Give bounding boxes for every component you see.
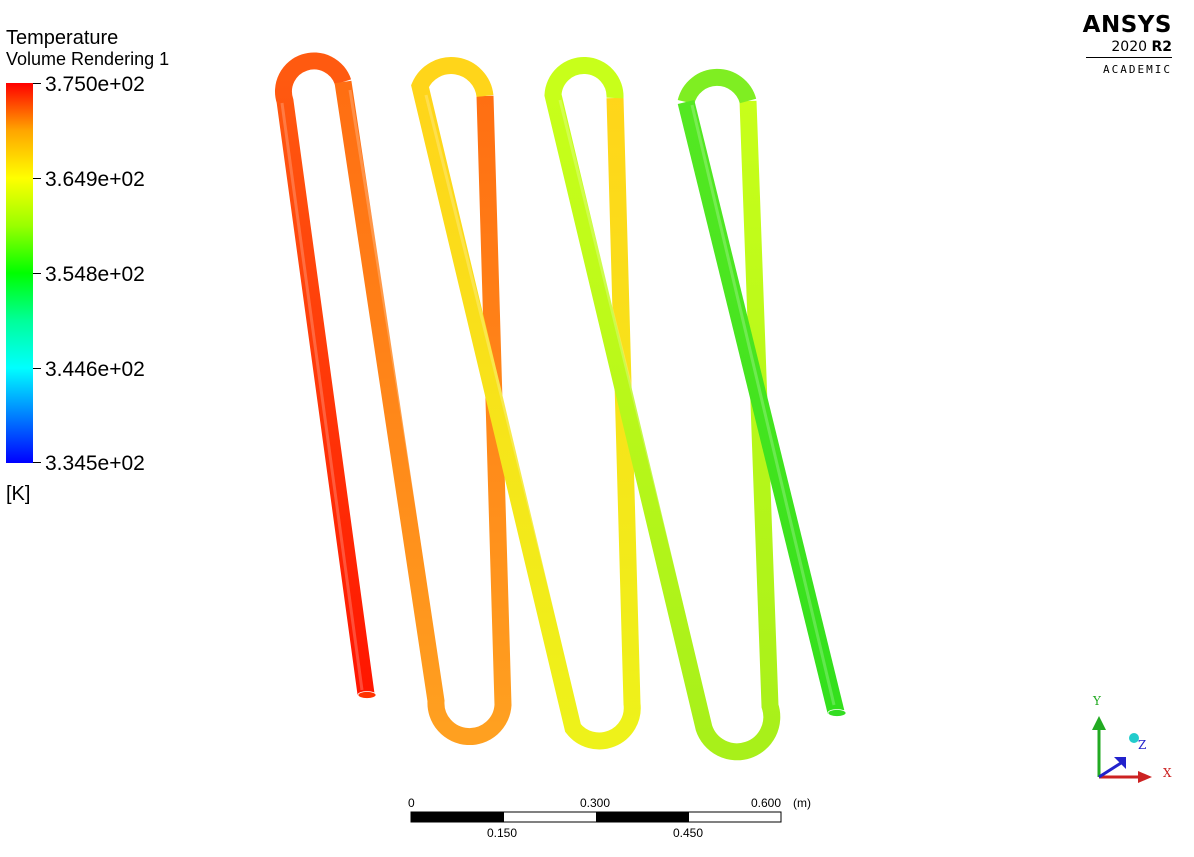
legend-tick [33,368,41,369]
color-bar [6,83,33,463]
legend-tick-label-max: 3.750e+02 [45,73,145,96]
legend-tick-label: 3.548e+02 [45,263,145,286]
legend-title: Temperature [6,27,119,49]
triad-z-label: Z [1138,738,1147,752]
legend-tick-label-min: 3.345e+02 [45,452,145,475]
legend-subtitle: Volume Rendering 1 [6,49,170,69]
pipe-segment-6 [677,99,845,715]
pipe-segment-5 [677,68,757,105]
scale-bar-unit: (m) [793,796,811,810]
brand-version: 2020 R2 [1086,39,1172,58]
pipe-segment-1 [275,52,375,696]
ansys-logo: ANSYS 2020 R2 ACADEMIC [1072,12,1172,76]
legend-tick [33,273,41,274]
legend-tick-label: 3.446e+02 [45,358,145,381]
pipe-segment-2 [334,80,512,745]
pipe-inlet [357,691,377,699]
pipe-segment-3 [411,57,641,750]
triad-x-label: X [1163,766,1172,780]
pipe-segment-4 [544,57,781,761]
legend-tick [33,462,41,463]
legend-tick [33,178,41,179]
scale-bar-label: 0 [408,796,415,810]
brand-name: ANSYS [1082,12,1172,38]
legend-unit: [K] [6,483,31,505]
scale-bar-label: 0.300 [580,796,611,810]
triad-y-label: Y [1093,694,1101,708]
brand-edition: ACADEMIC [1103,63,1172,76]
brand-year: 2020 [1111,39,1148,55]
scale-bar-label: 0.600 [751,796,782,810]
scale-bar [410,811,782,823]
scale-bar-label: 0.150 [487,826,518,840]
axis-triad [1092,716,1152,783]
legend-tick [33,83,41,84]
pipe-outlet [827,709,847,717]
scale-bar-label: 0.450 [673,826,704,840]
legend-tick-label: 3.649e+02 [45,168,145,191]
brand-release: R2 [1151,39,1172,55]
